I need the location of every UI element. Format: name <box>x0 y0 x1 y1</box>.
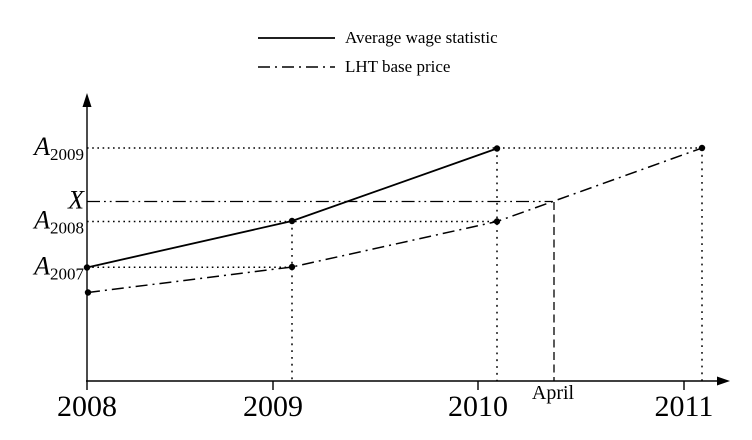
x-tick-label-2009: 2009 <box>243 390 303 423</box>
axes-layer <box>82 93 730 390</box>
data-point-average-wage-statistic-0 <box>83 264 91 271</box>
data-point-average-wage-statistic-1 <box>288 217 296 225</box>
legend-label-lht-base-price: LHT base price <box>345 57 450 76</box>
y-level-label-a2008: A2008 <box>32 206 84 238</box>
y-level-label-a2009: A2009 <box>32 132 84 164</box>
data-point-lht-base-price-2 <box>493 218 501 225</box>
guide-lines-layer <box>87 147 703 381</box>
y-axis-arrowhead <box>82 93 92 107</box>
legend-label-average-wage-statistic: Average wage statistic <box>345 28 498 47</box>
x-axis-arrowhead <box>717 376 730 386</box>
data-point-lht-base-price-0 <box>84 289 92 296</box>
series-layer <box>83 144 706 296</box>
y-level-label-x: X <box>67 186 85 215</box>
data-point-average-wage-statistic-2 <box>493 145 501 152</box>
y-level-label-a2007: A2007 <box>32 252 84 284</box>
data-point-lht-base-price-3 <box>698 144 706 152</box>
data-point-lht-base-price-1 <box>288 263 296 271</box>
x-tick-label-2010: 2010 <box>448 390 508 423</box>
series-line-lht-base-price <box>87 147 703 294</box>
x-extra-label-april: April <box>532 382 575 404</box>
x-tick-label-2008: 2008 <box>57 390 117 423</box>
x-tick-label-2011: 2011 <box>655 390 714 423</box>
chart-legend: Average wage statistic LHT base price <box>258 28 498 76</box>
